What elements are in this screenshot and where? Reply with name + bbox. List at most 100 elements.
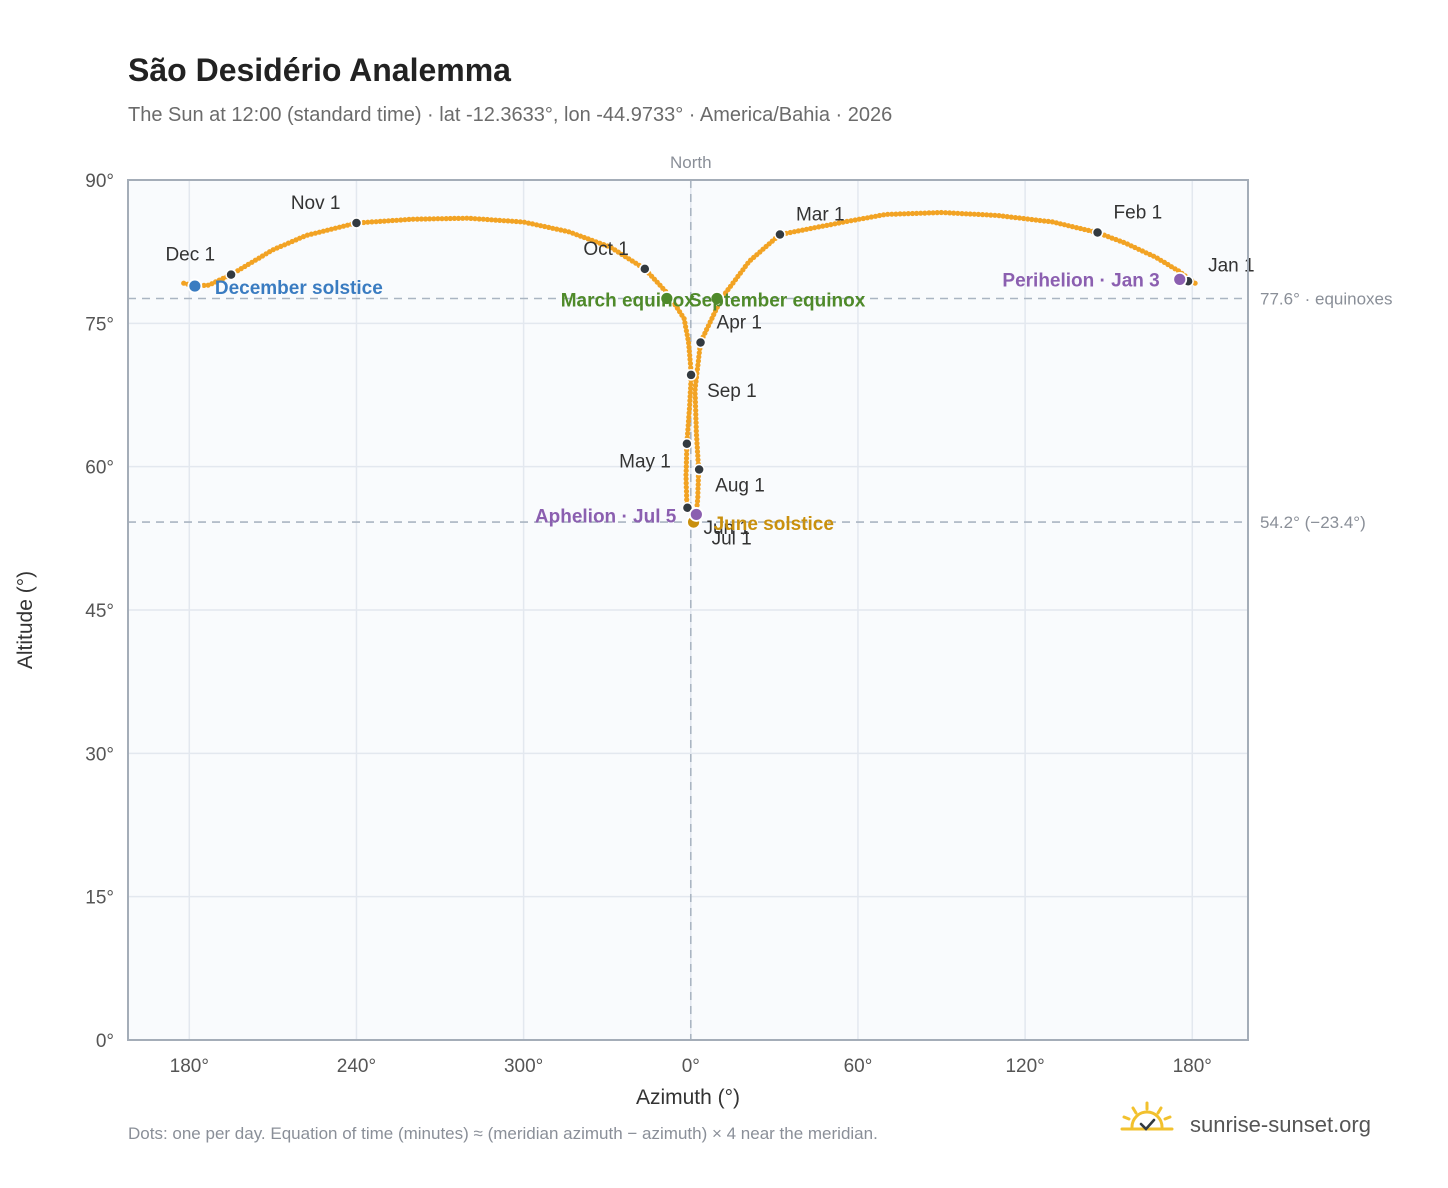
x-tick-label: 300° <box>504 1056 543 1077</box>
daily-dot <box>443 216 449 222</box>
daily-dot <box>1008 214 1014 220</box>
daily-dot <box>856 216 862 222</box>
daily-dot <box>840 219 846 225</box>
daily-dot <box>324 227 330 233</box>
daily-dot <box>181 280 187 286</box>
daily-dot <box>554 226 560 232</box>
event-dot <box>187 278 203 294</box>
daily-dot <box>550 225 556 231</box>
daily-dot <box>468 215 474 221</box>
daily-dot <box>566 229 572 235</box>
daily-dot <box>684 497 690 503</box>
daily-dot <box>695 457 701 463</box>
daily-dot <box>694 498 701 504</box>
daily-dot <box>963 211 969 217</box>
daily-dot <box>402 217 408 223</box>
daily-dot <box>692 399 699 405</box>
brand-name[interactable]: sunrise-sunset.org <box>1190 1112 1371 1137</box>
daily-dot <box>695 477 701 484</box>
x-axis-label: Azimuth (°) <box>636 1086 740 1109</box>
daily-dot <box>685 431 691 437</box>
month-dot <box>681 502 694 514</box>
daily-dot <box>686 348 692 354</box>
daily-dot <box>685 422 691 428</box>
daily-dot <box>394 217 400 223</box>
daily-dot <box>455 215 462 221</box>
daily-dot <box>683 484 689 490</box>
event-label: Perihelion · Jan 3 <box>1002 270 1159 291</box>
daily-dot <box>909 210 916 217</box>
daily-dot <box>687 352 693 358</box>
month-label: Jul 1 <box>712 528 752 549</box>
daily-dot <box>1105 234 1111 240</box>
daily-dot <box>992 212 998 218</box>
month-label: Apr 1 <box>717 312 762 333</box>
daily-dot <box>1073 225 1080 231</box>
chart-subtitle: The Sun at 12:00 (standard time) · lat -… <box>128 104 893 126</box>
daily-dot <box>930 210 936 216</box>
daily-dot <box>860 215 866 222</box>
daily-dot <box>451 215 457 221</box>
daily-dot <box>686 410 692 416</box>
month-dot <box>685 369 697 381</box>
daily-dot <box>836 220 842 226</box>
daily-dot <box>696 350 702 356</box>
daily-dot <box>893 211 899 217</box>
daily-dot <box>832 221 838 227</box>
daily-dot <box>585 236 591 242</box>
daily-dot <box>201 282 207 288</box>
daily-dot <box>546 224 552 230</box>
daily-dot <box>795 228 802 234</box>
daily-dot <box>914 210 920 216</box>
daily-dot <box>684 332 690 338</box>
month-label: May 1 <box>619 452 671 473</box>
event-dot <box>688 507 704 522</box>
daily-dot <box>525 220 532 226</box>
daily-dot <box>980 212 986 218</box>
daily-dot <box>685 418 692 424</box>
daily-dot <box>787 229 793 236</box>
daily-dot <box>488 217 495 223</box>
daily-dot <box>693 411 699 418</box>
daily-dot <box>975 211 982 217</box>
daily-dot <box>852 217 858 223</box>
daily-dot <box>418 216 424 222</box>
daily-dot <box>601 242 607 248</box>
daily-dot <box>1041 218 1047 224</box>
daily-dot <box>905 211 911 217</box>
daily-dot <box>692 383 699 389</box>
daily-dot <box>686 406 693 412</box>
daily-dot <box>693 424 699 430</box>
daily-dot <box>574 232 580 238</box>
daily-dot <box>1061 222 1067 228</box>
daily-dot <box>872 213 879 219</box>
daily-dot <box>803 226 810 232</box>
month-dot <box>681 437 693 450</box>
daily-dot <box>1069 224 1075 230</box>
y-tick-label: 75° <box>85 314 114 335</box>
daily-dot <box>694 449 701 455</box>
daily-dot <box>694 436 700 442</box>
daily-dot <box>361 219 367 226</box>
daily-dot <box>385 218 391 224</box>
daily-dot <box>864 215 871 221</box>
daily-dot <box>816 224 822 230</box>
daily-dot <box>605 243 611 249</box>
x-tick-label: 60° <box>844 1056 873 1077</box>
month-dot <box>693 463 705 476</box>
daily-dot <box>934 210 940 216</box>
daily-dot <box>683 328 690 334</box>
daily-dot <box>693 420 699 426</box>
daily-dot <box>967 211 973 217</box>
daily-dot <box>1117 238 1123 244</box>
month-dot <box>1091 226 1104 239</box>
daily-dot <box>683 459 690 465</box>
daily-dot <box>951 210 957 216</box>
daily-dot <box>687 402 693 408</box>
daily-dot <box>692 395 698 401</box>
daily-dot <box>687 356 693 362</box>
month-dot <box>225 268 237 281</box>
daily-dot <box>885 211 891 217</box>
daily-dot <box>1045 218 1051 224</box>
